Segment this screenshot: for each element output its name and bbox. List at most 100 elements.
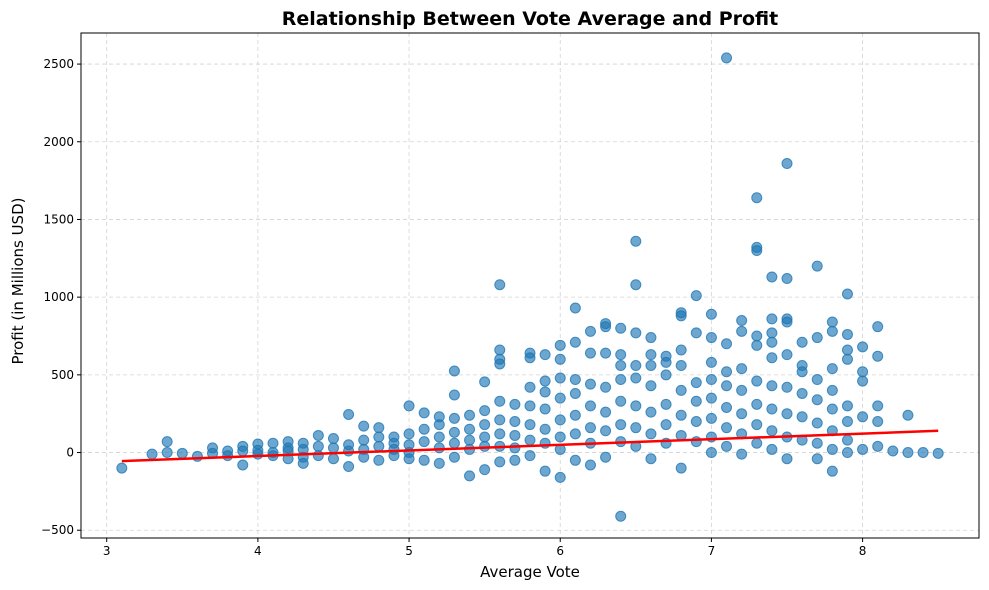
scatter-point: [600, 451, 612, 463]
scatter-point: [751, 339, 763, 351]
scatter-point: [887, 445, 899, 457]
scatter-point: [841, 415, 853, 427]
scatter-point: [509, 398, 521, 410]
scatter-point: [675, 384, 687, 396]
scatter-point: [464, 409, 476, 421]
scatter-point: [645, 453, 657, 465]
scatter-point: [872, 400, 884, 412]
y-tick-label: 1000: [43, 290, 74, 304]
scatter-point: [358, 420, 370, 432]
scatter-point: [418, 407, 430, 419]
scatter-point: [554, 339, 566, 351]
scatter-point: [826, 465, 838, 477]
scatter-point: [373, 440, 385, 452]
scatter-point: [358, 434, 370, 446]
scatter-point: [600, 321, 612, 333]
scatter-point: [630, 400, 642, 412]
x-axis-label: Average Vote: [480, 563, 580, 581]
scatter-point: [569, 374, 581, 386]
scatter-point: [841, 447, 853, 459]
scatter-point: [675, 360, 687, 372]
scatter-point: [690, 327, 702, 339]
scatter-point: [584, 459, 596, 471]
scatter-point: [584, 325, 596, 337]
y-tick-label: 500: [51, 368, 74, 382]
scatter-point: [312, 450, 324, 462]
scatter-point: [554, 372, 566, 384]
scatter-point: [418, 423, 430, 435]
scatter-point: [766, 443, 778, 455]
scatter-point: [418, 436, 430, 448]
scatter-point: [312, 440, 324, 452]
scatter-point: [781, 316, 793, 328]
scatter-point: [327, 442, 339, 454]
scatter-point: [826, 443, 838, 455]
scatter-point: [675, 462, 687, 474]
scatter-point: [766, 336, 778, 348]
scatter-point: [826, 403, 838, 415]
y-tick-label: 2000: [43, 135, 74, 149]
scatter-point: [569, 454, 581, 466]
scatter-point: [690, 290, 702, 302]
scatter-point: [766, 425, 778, 437]
scatter-point: [690, 436, 702, 448]
scatter-point: [448, 389, 460, 401]
scatter-point: [705, 356, 717, 368]
scatter-point: [176, 447, 188, 459]
scatter-point: [705, 412, 717, 424]
scatter-point: [721, 422, 733, 434]
scatter-point: [781, 381, 793, 393]
scatter-point: [705, 392, 717, 404]
scatter-point: [479, 405, 491, 417]
trend-line-group: [121, 429, 939, 463]
scatter-point: [826, 316, 838, 328]
scatter-point: [690, 415, 702, 427]
scatter-point: [615, 349, 627, 361]
scatter-point: [841, 344, 853, 356]
scatter-point: [721, 380, 733, 392]
scatter-point: [857, 411, 869, 423]
scatter-point: [811, 374, 823, 386]
scatter-point: [811, 437, 823, 449]
scatter-point: [554, 353, 566, 365]
scatter-point: [630, 422, 642, 434]
scatter-point: [524, 450, 536, 462]
scatter-point: [494, 344, 506, 356]
scatter-point: [539, 403, 551, 415]
scatter-point: [479, 464, 491, 476]
scatter-point: [841, 353, 853, 365]
scatter-point: [872, 415, 884, 427]
scatter-point: [736, 325, 748, 337]
scatter-point: [373, 422, 385, 434]
scatter-point: [675, 310, 687, 322]
scatter-point: [645, 380, 657, 392]
scatter-point: [584, 400, 596, 412]
scatter-point: [448, 426, 460, 438]
scatter-point: [479, 376, 491, 388]
chart-title: Relationship Between Vote Average and Pr…: [282, 8, 778, 30]
scatter-point: [841, 288, 853, 300]
y-tick-label: 0: [66, 446, 74, 460]
scatter-point: [721, 366, 733, 378]
scatter-point: [751, 419, 763, 431]
scatter-point: [312, 429, 324, 441]
y-tick-label: 2500: [43, 57, 74, 71]
scatter-point: [902, 447, 914, 459]
scatter-point: [857, 375, 869, 387]
scatter-point: [796, 411, 808, 423]
scatter-point: [161, 447, 173, 459]
scatter-point: [433, 457, 445, 469]
scatter-point: [826, 325, 838, 337]
scatter-point: [645, 349, 657, 361]
scatter-point: [569, 336, 581, 348]
scatter-point: [494, 395, 506, 407]
scatter-point: [751, 192, 763, 204]
scatter-point: [751, 398, 763, 410]
scatter-point: [418, 454, 430, 466]
scatter-point: [615, 374, 627, 386]
scatter-point: [403, 428, 415, 440]
scatter-point: [433, 442, 445, 454]
scatter-point: [509, 429, 521, 441]
scatter-point: [857, 366, 869, 378]
